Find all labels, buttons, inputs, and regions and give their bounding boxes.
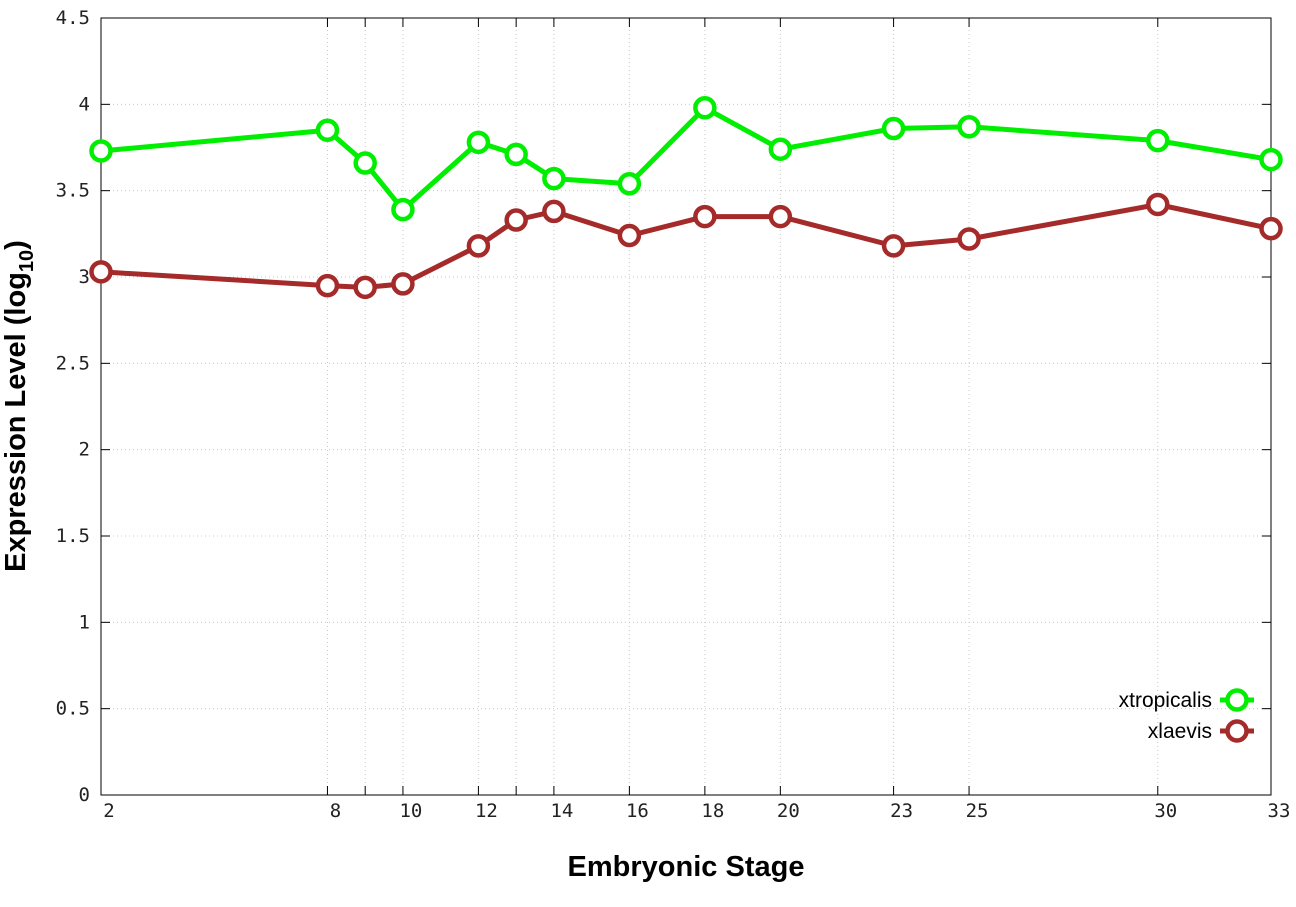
data-point-xtropicalis: [1259, 147, 1283, 172]
data-point-xtropicalis: [353, 151, 377, 175]
data-point-xtropicalis: [957, 115, 981, 139]
data-point-xlaevis: [693, 204, 717, 229]
x-tick-label: 16: [626, 800, 649, 822]
legend: xtropicalis xlaevis: [1119, 688, 1254, 743]
x-tick-label: 25: [966, 800, 989, 822]
x-tick-label: 20: [777, 800, 800, 822]
data-point-xtropicalis: [617, 172, 642, 196]
data-point-xlaevis: [957, 227, 981, 251]
y-tick-label: 2: [79, 439, 90, 461]
data-point-xlaevis: [542, 199, 566, 224]
grid: [101, 18, 1271, 795]
legend-swatch-marker: [1225, 719, 1249, 743]
legend-swatch-marker: [1225, 688, 1249, 712]
data-point-xtropicalis: [391, 197, 415, 222]
tick-marks: [100, 17, 1272, 796]
x-tick-label: 30: [1154, 800, 1177, 822]
data-point-xlaevis: [617, 223, 642, 248]
data-point-xlaevis: [1146, 192, 1170, 217]
data-point-xlaevis: [315, 273, 340, 298]
series-line-xlaevis: [100, 202, 1272, 290]
data-point-xtropicalis: [542, 166, 566, 191]
y-tick-labels: 0 0.5 1 1.5 2 2.5 3 3.5 4 4.5: [56, 7, 90, 806]
data-point-xtropicalis: [768, 137, 793, 161]
y-tick-label: 1: [79, 611, 90, 633]
series-layer: [89, 96, 1283, 300]
data-point-xlaevis: [89, 260, 113, 284]
x-tick-label: 23: [890, 800, 913, 822]
x-tick-label: 18: [701, 800, 724, 822]
y-tick-label: 0: [79, 784, 90, 806]
y-tick-label: 4.5: [56, 7, 90, 29]
series-line-xtropicalis: [100, 105, 1272, 213]
data-point-xlaevis: [881, 234, 906, 258]
data-point-xlaevis: [768, 204, 793, 229]
data-point-xtropicalis: [881, 116, 906, 141]
data-point-xlaevis: [466, 234, 491, 258]
data-point-xlaevis: [1259, 216, 1283, 241]
y-axis-title-main: Expression Level (log: [0, 272, 32, 572]
y-tick-label: 3.5: [56, 180, 90, 202]
plot-frame: [100, 17, 1272, 796]
data-point-xlaevis: [353, 275, 377, 300]
data-point-xtropicalis: [1146, 128, 1170, 153]
legend-label-xlaevis: xlaevis: [1148, 720, 1212, 743]
data-point-xtropicalis: [315, 118, 340, 142]
data-point-xtropicalis: [504, 142, 528, 167]
y-tick-label: 1.5: [56, 525, 90, 547]
data-point-xtropicalis: [693, 96, 717, 120]
legend-label-xtropicalis: xtropicalis: [1119, 689, 1212, 712]
y-axis-title-subscript: 10: [16, 250, 38, 272]
x-tick-label: 2: [103, 800, 114, 822]
x-tick-label: 14: [550, 800, 573, 822]
data-point-xtropicalis: [89, 139, 113, 163]
x-tick-label: 33: [1268, 800, 1291, 822]
y-axis-title: Expression Level (log10): [0, 240, 38, 572]
data-point-xlaevis: [504, 208, 528, 232]
x-tick-label: 12: [475, 800, 498, 822]
x-tick-label: 8: [330, 800, 341, 822]
y-tick-label: 2.5: [56, 352, 90, 374]
data-point-xlaevis: [391, 272, 415, 296]
y-tick-label: 0.5: [56, 698, 90, 720]
x-tick-label: 10: [399, 800, 422, 822]
data-point-xtropicalis: [466, 130, 491, 155]
x-axis-title: Embryonic Stage: [568, 851, 805, 883]
y-tick-label: 3: [79, 266, 90, 288]
x-tick-labels: 2 8 10 12 14 16 18 20 23 25 30 33: [103, 800, 1290, 822]
y-tick-label: 4: [79, 93, 90, 115]
y-axis-title-suffix: ): [0, 240, 32, 250]
